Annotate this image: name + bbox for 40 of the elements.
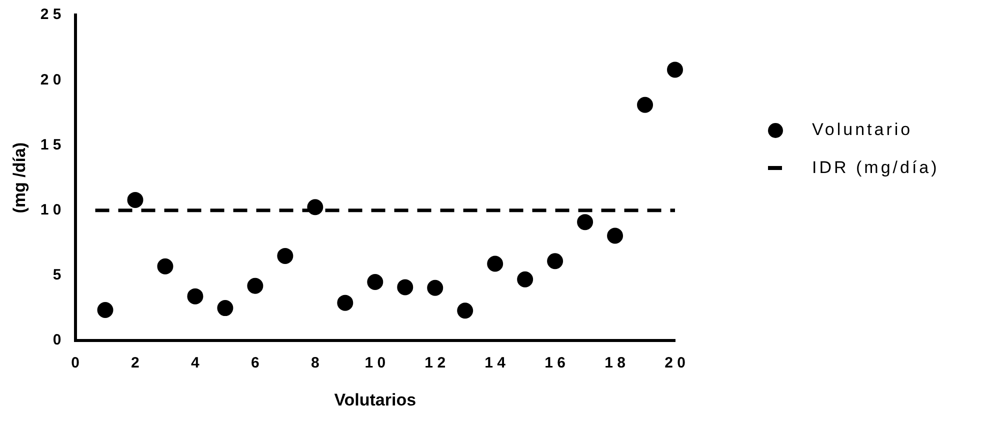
point (277, 248, 294, 264)
x-tick-label: 2 (131, 354, 140, 372)
point (187, 288, 204, 304)
y-tick-label: 5 (52, 266, 62, 284)
x-tick-label: 4 (191, 354, 200, 372)
x-tick-label: 1 4 (484, 354, 506, 372)
point (397, 279, 414, 296)
x-tick-label: 1 6 (544, 354, 566, 372)
y-tick-label: 0 (52, 332, 62, 349)
point (367, 274, 384, 290)
point (487, 256, 504, 272)
point (607, 228, 624, 244)
point (457, 302, 474, 319)
x-tick-label: 2 0 (664, 354, 686, 372)
point (127, 192, 144, 208)
y-tick-label: 1 0 (40, 202, 62, 218)
point (547, 253, 564, 270)
x-tick-label: 8 (310, 354, 320, 372)
x-tick-label: 1 2 (424, 354, 446, 372)
legend-label: Voluntario (812, 120, 913, 140)
point (637, 96, 654, 113)
x-tick-label: 1 0 (364, 354, 386, 372)
point (427, 280, 444, 296)
point (577, 214, 594, 230)
y-tick-label: 1 5 (40, 136, 62, 154)
x-axis-title: Volutarios (334, 390, 416, 410)
legend-label: IDR (mg/día) (812, 158, 940, 178)
x-tick-label: 1 8 (604, 354, 626, 372)
point (667, 62, 683, 78)
point (517, 271, 534, 288)
point (97, 302, 114, 318)
x-tick-label: 0 (71, 354, 80, 372)
x-tick-label: 6 (251, 354, 260, 372)
point (157, 258, 174, 274)
point (247, 278, 264, 294)
y-tick-label: 2 5 (40, 6, 62, 24)
point (337, 294, 354, 311)
point (217, 300, 234, 316)
y-tick-label: 2 0 (40, 71, 62, 88)
y-axis-title: (mg /día) (10, 142, 29, 214)
